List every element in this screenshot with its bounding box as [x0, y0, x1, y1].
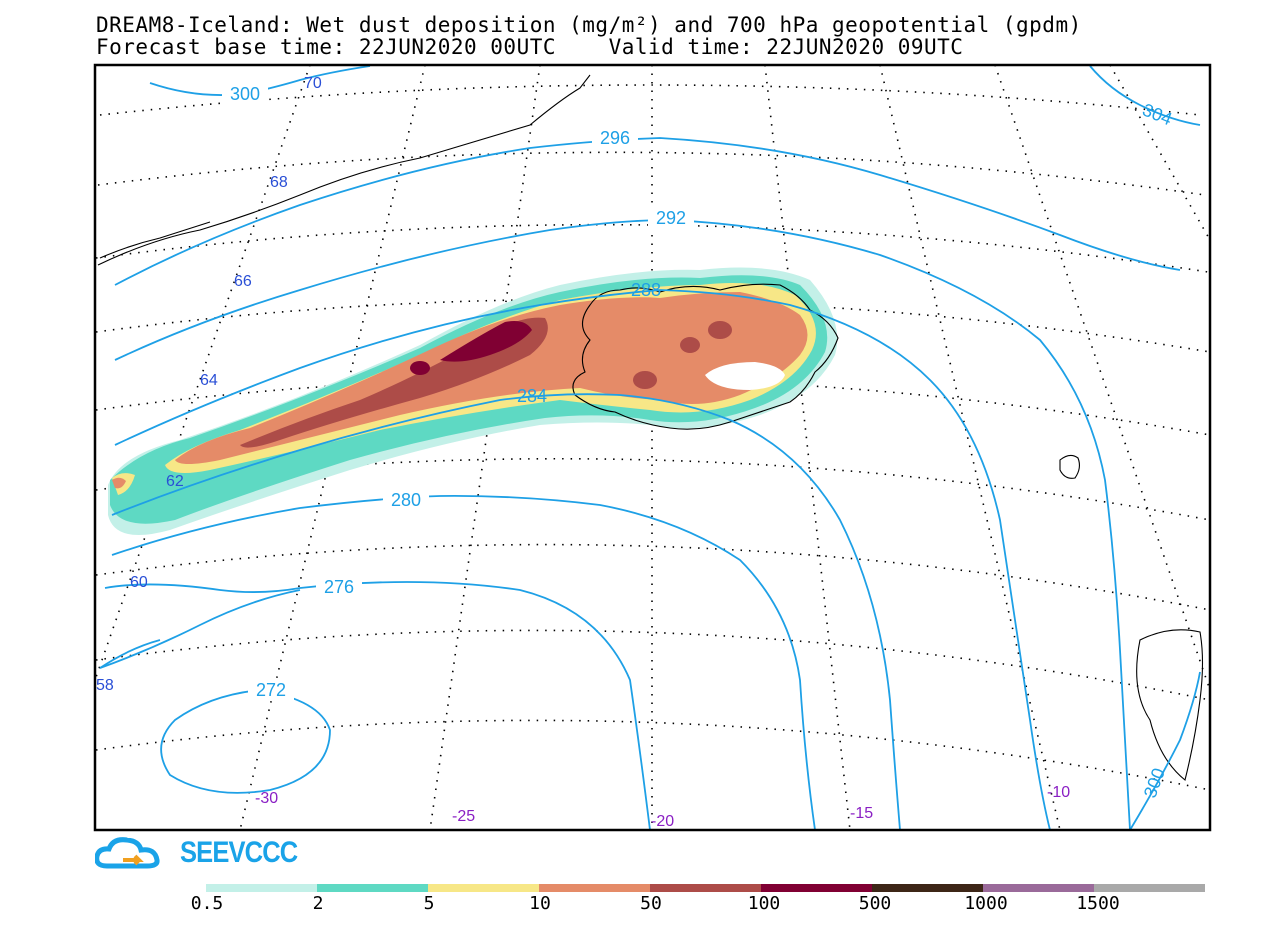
geopotential-contours [99, 65, 1201, 830]
seevccc-logo: SEEVCCC [180, 836, 298, 869]
colorbar-label-10: 10 [529, 893, 551, 914]
lon-label-20w: -20 [651, 813, 674, 830]
latitude-labels: 70 68 66 64 62 60 58 [96, 75, 322, 694]
colorbar-swatch-9 [1094, 884, 1205, 892]
colorbar-label-0.5: 0.5 [190, 893, 224, 914]
colorbar-swatch-6 [761, 884, 872, 892]
coastlines [97, 74, 1204, 781]
colorbar-label-1000: 1000 [964, 893, 1008, 914]
colorbar-label-1500: 1500 [1076, 893, 1120, 914]
lat-label-58: 58 [96, 677, 114, 694]
colorbar-swatch-3 [428, 884, 539, 892]
contour-label-284: 284 [517, 386, 547, 406]
lat-label-60: 60 [130, 574, 148, 591]
lat-label-68: 68 [270, 174, 288, 191]
dust-deposition-field [108, 267, 838, 535]
contour-label-272: 272 [256, 680, 286, 700]
colorbar-swatch-7 [872, 884, 983, 892]
cloud-arrow-icon [95, 837, 160, 869]
colorbar-label-5: 5 [423, 893, 435, 914]
lat-label-66: 66 [234, 273, 252, 290]
contour-label-280: 280 [391, 490, 421, 510]
contour-label-296: 296 [600, 128, 630, 148]
lon-label-25w: -25 [452, 808, 475, 825]
lat-label-64: 64 [200, 372, 218, 389]
colorbar [206, 884, 1205, 892]
colorbar-label-500: 500 [858, 893, 892, 914]
contour-label-276: 276 [324, 577, 354, 597]
lon-label-10w: -10 [1047, 784, 1070, 801]
lon-label-30w: -30 [255, 790, 278, 807]
colorbar-swatch-5 [650, 884, 761, 892]
contour-label-292: 292 [656, 208, 686, 228]
colorbar-label-2: 2 [312, 893, 324, 914]
lat-label-70: 70 [304, 75, 322, 92]
colorbar-label-100: 100 [747, 893, 781, 914]
longitude-labels: -30 -25 -20 -15 -10 [255, 784, 1070, 830]
map-frame [93, 63, 1212, 832]
colorbar-label-50: 50 [640, 893, 662, 914]
colorbar-swatch-8 [983, 884, 1094, 892]
contour-label-300-east: 300 [1140, 765, 1169, 800]
contour-label-300: 300 [230, 84, 260, 104]
lat-label-62: 62 [166, 473, 184, 490]
contour-label-288: 288 [631, 280, 661, 300]
contour-labels: 300 296 292 288 284 280 276 272 304 300 [222, 84, 1175, 800]
map-title: DREAM8-Iceland: Wet dust deposition (mg/… [96, 13, 1082, 37]
longitude-gridlines [95, 65, 1210, 830]
colorbar-swatch-1 [206, 884, 317, 892]
colorbar-swatch-4 [539, 884, 650, 892]
colorbar-swatch-2 [317, 884, 428, 892]
map-subtitle: Forecast base time: 22JUN2020 00UTC Vali… [96, 35, 964, 59]
lon-label-15w: -15 [850, 805, 873, 822]
